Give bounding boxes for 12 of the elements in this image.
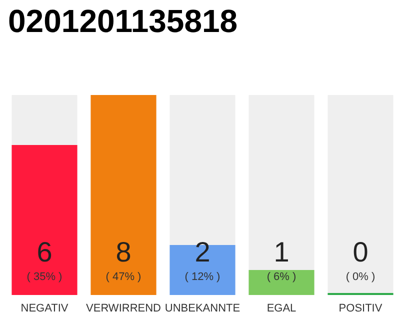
x-tick-label: VERWIRREND (86, 302, 162, 314)
x-tick-label: UNBEKANNTE (164, 302, 240, 314)
data-label: 0 ( 0% ) (346, 236, 376, 283)
data-label: 6 ( 35% ) (26, 236, 62, 283)
data-label: 1 ( 6% ) (266, 236, 296, 283)
data-label: 8 ( 47% ) (106, 236, 142, 283)
x-tick-label: EGAL (266, 302, 296, 314)
bar (248, 270, 314, 295)
x-tick-label: POSITIV (338, 302, 383, 314)
data-label: 2 ( 12% ) (184, 236, 220, 283)
chart-title: 0201201135818 (8, 3, 238, 39)
x-tick-label: NEGATIV (20, 302, 69, 314)
